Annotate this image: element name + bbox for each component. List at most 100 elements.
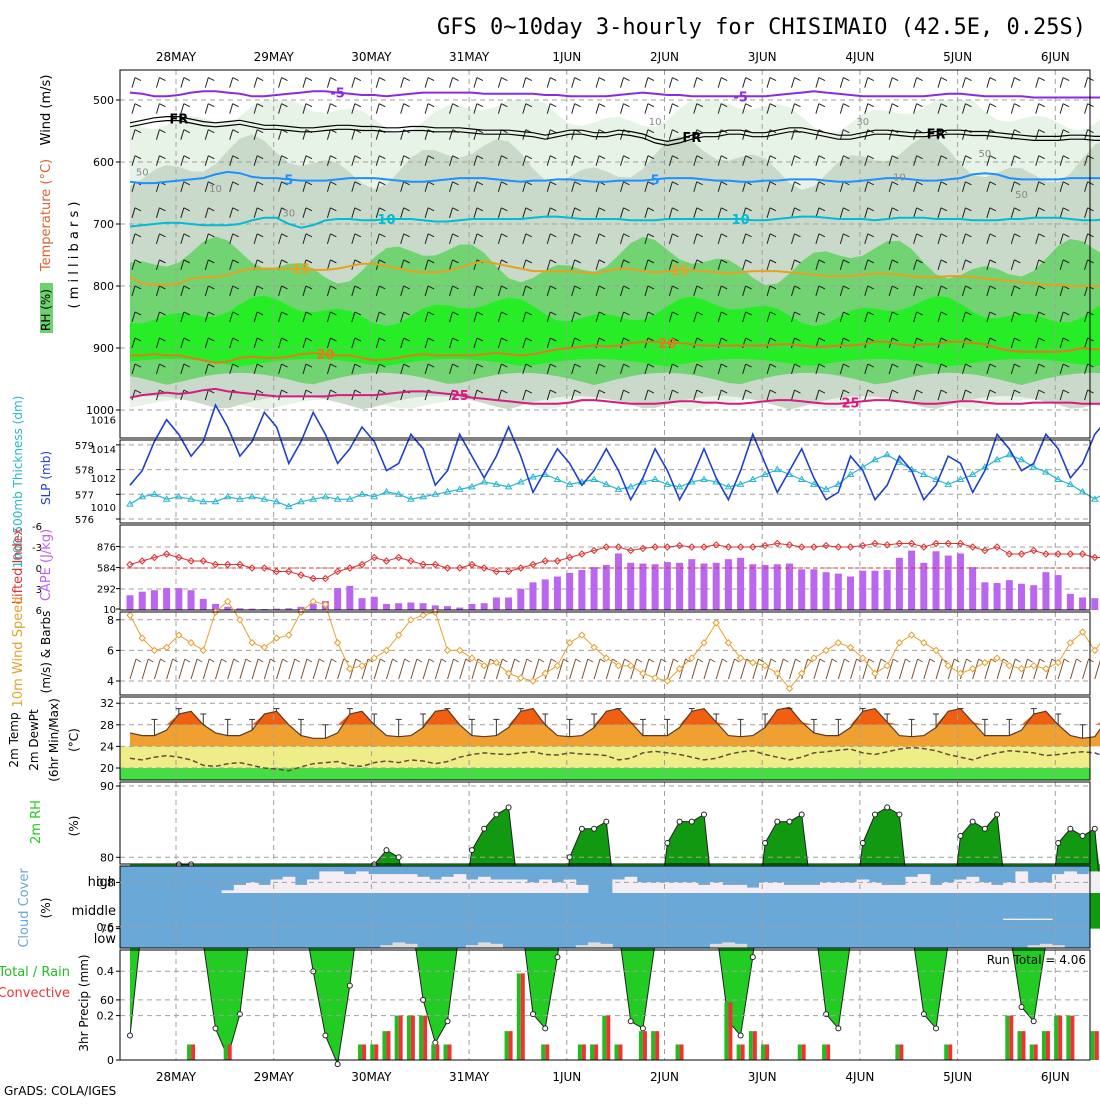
cape-bar — [139, 592, 146, 610]
cape-bar — [517, 589, 524, 610]
contour-label-c5: 5 — [284, 173, 293, 188]
y-tick-label: 28 — [100, 719, 114, 732]
cloud-cover-bar — [905, 877, 918, 893]
rh-point — [1068, 826, 1073, 831]
precip-total-bar — [639, 1031, 643, 1060]
cloud-cover-bar — [918, 874, 931, 893]
precip-total-title: Total / Rain — [0, 965, 70, 980]
temp-band-below-20 — [120, 768, 1090, 780]
cape-bar — [933, 551, 940, 610]
cape-tick-label: 584 — [97, 564, 116, 575]
cape-bar — [334, 588, 341, 610]
rh-point — [335, 1062, 340, 1067]
date-label-bottom: 2JUN — [650, 1070, 679, 1084]
cloud-cover-bar — [307, 880, 320, 894]
precip-total-bar — [419, 1016, 423, 1060]
cape-bar — [578, 570, 585, 610]
precip-convective-bar — [228, 1044, 232, 1060]
date-label-bottom: 30MAY — [351, 1070, 392, 1084]
precip-total-bar — [1005, 1016, 1009, 1060]
cloud-cover-bar — [661, 882, 674, 893]
cape-bar — [444, 606, 451, 610]
precip-total-bar — [676, 1044, 680, 1060]
precip-total-bar — [517, 973, 521, 1060]
date-label-top: 4JUN — [845, 50, 874, 64]
cape-bar — [1067, 594, 1074, 610]
cloud-cover-bar — [1052, 874, 1065, 893]
precip-convective-bar — [606, 1016, 610, 1060]
rh-point — [384, 848, 389, 853]
cloud-cover-bar — [1040, 882, 1053, 893]
rh-point — [1092, 826, 1097, 831]
rh-point — [1031, 1019, 1036, 1024]
cloud-cover-bar — [1040, 944, 1053, 948]
cloud-cover-bar — [722, 885, 735, 893]
contour-label-c25: 25 — [841, 397, 859, 412]
y-tick-label: 700 — [93, 218, 114, 231]
cloud-cover-bar — [686, 882, 699, 893]
cape-bar — [542, 579, 549, 610]
rh-point — [689, 819, 694, 824]
cloud-cover-bar — [612, 880, 625, 894]
precip-unit-axis-title: 3hr Precip (mm) — [77, 954, 91, 1051]
cape-bar — [749, 564, 756, 610]
cape-bar — [615, 553, 622, 610]
date-label-bottom: 4JUN — [845, 1070, 874, 1084]
precip-convective-bar — [1095, 1031, 1099, 1060]
y-tick-label: 500 — [93, 94, 114, 107]
precip-convective-bar — [1009, 1016, 1013, 1060]
cape-bar — [871, 571, 878, 610]
precip-convective-bar — [411, 1016, 415, 1060]
contour-label-c10: 10 — [377, 213, 395, 228]
cape-bar — [371, 597, 378, 610]
precip-convective-bar — [680, 1044, 684, 1060]
rh-point — [640, 1026, 645, 1031]
cloud-cover-bar — [527, 882, 540, 893]
cape-bar — [847, 577, 854, 610]
wind10-axis-title: 10m Wind Speed — [11, 597, 26, 708]
thickness-tick-label: 577 — [75, 490, 94, 501]
temp2m-axis-title: 2m Temp — [7, 712, 21, 767]
cloud-cover-bar — [490, 880, 503, 894]
cloud-cover-bar — [246, 882, 259, 893]
precip-total-bar — [505, 1031, 509, 1060]
cloud-cover-bar — [1015, 919, 1028, 920]
thickness-tick-label: 576 — [75, 515, 94, 526]
rh-contour-label: 50 — [136, 168, 149, 179]
precip-total-bar — [358, 1044, 362, 1060]
rh-contour-label: 10 — [209, 184, 222, 195]
cloud-cover-bar — [270, 880, 283, 894]
date-label-bottom: 5JUN — [943, 1070, 972, 1084]
cloud-cover-bar — [258, 885, 271, 893]
cloud-cover-bar — [368, 874, 381, 893]
cape-bar — [468, 604, 475, 610]
y-tick-label: 0.6 — [97, 921, 115, 934]
cloud-cover-bar — [429, 880, 442, 894]
cloud-cover-bar — [625, 877, 638, 893]
cape-axis-title: CAPE (J/kg) — [39, 529, 54, 601]
cape-bar — [664, 562, 671, 610]
rh-point — [934, 1026, 939, 1031]
rh-point — [555, 955, 560, 960]
precip-total-bar — [724, 1002, 728, 1060]
rh-point — [897, 812, 902, 817]
date-label-bottom: 3JUN — [748, 1070, 777, 1084]
cloud-cover-bar — [930, 885, 943, 893]
rh-point — [347, 983, 352, 988]
rh-point — [543, 1026, 548, 1031]
rh-contour-label: 50 — [1015, 190, 1028, 201]
cloud-cover-bar — [551, 882, 564, 893]
rh-point — [1056, 841, 1061, 846]
precip-total-bar — [749, 1031, 753, 1060]
precip-convective-bar — [655, 1031, 659, 1060]
rh-point — [604, 819, 609, 824]
cloud-cover-bar — [857, 880, 870, 894]
cape-bar — [676, 563, 683, 610]
cloud-cover-bar — [735, 885, 748, 893]
y-tick-label: 900 — [93, 342, 114, 355]
cape-bar — [835, 574, 842, 610]
cloud-cover-bar — [747, 888, 760, 893]
precip-convective-bar — [374, 1044, 378, 1060]
cloud-cover-bar — [466, 880, 479, 894]
precip-total-bar — [590, 1044, 594, 1060]
